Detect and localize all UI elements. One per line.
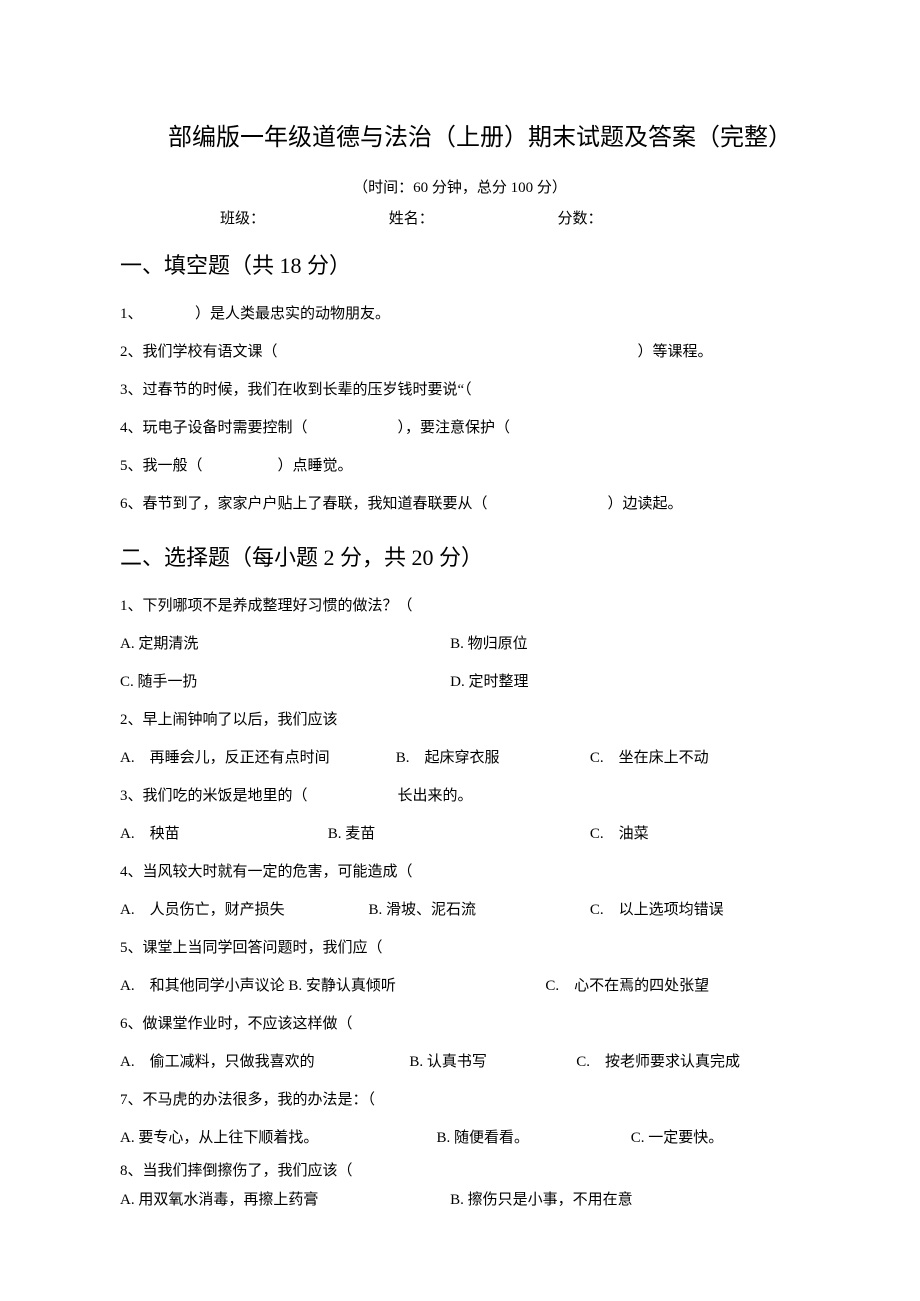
option-2b: B. 起床穿衣服 [396, 740, 586, 776]
option-3a: A. 秧苗 [120, 816, 324, 852]
class-label: 班级： [220, 207, 265, 228]
mc-question-3-options: A. 秧苗 B. 麦苗 C. 油菜 [120, 816, 800, 852]
option-5ab: A. 和其他同学小声议论 B. 安静认真倾听 [120, 968, 542, 1004]
option-6b: B. 认真书写 [409, 1044, 572, 1080]
option-8b: B. 擦伤只是小事，不用在意 [450, 1187, 776, 1214]
mc-question-7-stem: 7、不马虎的办法很多，我的办法是：（ [120, 1082, 800, 1118]
option-4c: C. 以上选项均错误 [590, 892, 794, 928]
option-7c: C. 一定要快。 [631, 1120, 794, 1156]
option-4b: B. 滑坡、泥石流 [369, 892, 587, 928]
fill-question-6: 6、春节到了，家家户户贴上了春联，我知道春联要从（ ）边读起。 [120, 486, 800, 522]
option-8a: A. 用双氧水消毒，再擦上药膏 [120, 1187, 446, 1214]
option-6c: C. 按老师要求认真完成 [576, 1044, 794, 1080]
option-3c: C. 油菜 [590, 816, 794, 852]
mc-question-2-stem: 2、早上闹钟响了以后，我们应该 [120, 702, 800, 738]
mc-question-6-stem: 6、做课堂作业时，不应该这样做（ [120, 1006, 800, 1042]
fill-question-1: 1、 ）是人类最忠实的动物朋友。 [120, 296, 800, 332]
mc-question-7-options: A. 要专心，从上往下顺着找。 B. 随便看看。 C. 一定要快。 [120, 1120, 800, 1156]
mc-question-1-options-ab: A. 定期清洗 B. 物归原位 [120, 626, 800, 662]
option-1c: C. 随手一扔 [120, 664, 446, 700]
mc-question-1-options-cd: C. 随手一扔 D. 定时整理 [120, 664, 800, 700]
document-title: 部编版一年级道德与法治（上册）期末试题及答案（完整） [120, 120, 800, 156]
option-1d: D. 定时整理 [450, 664, 776, 700]
mc-question-5-stem: 5、课堂上当同学回答问题时，我们应（ [120, 930, 800, 966]
mc-question-5-options: A. 和其他同学小声议论 B. 安静认真倾听 C. 心不在焉的四处张望 [120, 968, 800, 1004]
score-label: 分数： [558, 207, 603, 228]
mc-question-1-stem: 1、下列哪项不是养成整理好习惯的做法？（ [120, 588, 800, 624]
mc-question-8-options: A. 用双氧水消毒，再擦上药膏 B. 擦伤只是小事，不用在意 [120, 1187, 800, 1214]
mc-question-8-stem: 8、当我们摔倒擦伤了，我们应该（ [120, 1158, 800, 1185]
mc-question-2-options: A. 再睡会儿，反正还有点时间 B. 起床穿衣服 C. 坐在床上不动 [120, 740, 800, 776]
option-6a: A. 偷工减料，只做我喜欢的 [120, 1044, 406, 1080]
fill-question-3: 3、过春节的时候，我们在收到长辈的压岁钱时要说“（ [120, 372, 800, 408]
exam-meta: （时间：60 分钟，总分 100 分） [120, 176, 800, 197]
mc-question-4-stem: 4、当风较大时就有一定的危害，可能造成（ [120, 854, 800, 890]
option-3b: B. 麦苗 [328, 816, 586, 852]
option-1b: B. 物归原位 [450, 626, 776, 662]
option-5c: C. 心不在焉的四处张望 [545, 968, 790, 1004]
mc-question-3-stem: 3、我们吃的米饭是地里的（ 长出来的。 [120, 778, 800, 814]
option-7b: B. 随便看看。 [437, 1120, 627, 1156]
option-2c: C. 坐在床上不动 [590, 740, 794, 776]
fill-question-5: 5、我一般（ ）点睡觉。 [120, 448, 800, 484]
fill-question-4: 4、玩电子设备时需要控制（ ），要注意保护（ [120, 410, 800, 446]
section-2-header: 二、选择题（每小题 2 分，共 20 分） [120, 540, 800, 572]
fill-question-2: 2、我们学校有语文课（ ）等课程。 [120, 334, 800, 370]
option-4a: A. 人员伤亡，财产损失 [120, 892, 365, 928]
section-1-header: 一、填空题（共 18 分） [120, 248, 800, 280]
option-2a: A. 再睡会儿，反正还有点时间 [120, 740, 392, 776]
option-1a: A. 定期清洗 [120, 626, 446, 662]
option-7a: A. 要专心，从上往下顺着找。 [120, 1120, 433, 1156]
mc-question-6-options: A. 偷工减料，只做我喜欢的 B. 认真书写 C. 按老师要求认真完成 [120, 1044, 800, 1080]
name-label: 姓名： [389, 207, 434, 228]
mc-question-4-options: A. 人员伤亡，财产损失 B. 滑坡、泥石流 C. 以上选项均错误 [120, 892, 800, 928]
student-info-row: 班级： 姓名： 分数： [120, 207, 800, 228]
